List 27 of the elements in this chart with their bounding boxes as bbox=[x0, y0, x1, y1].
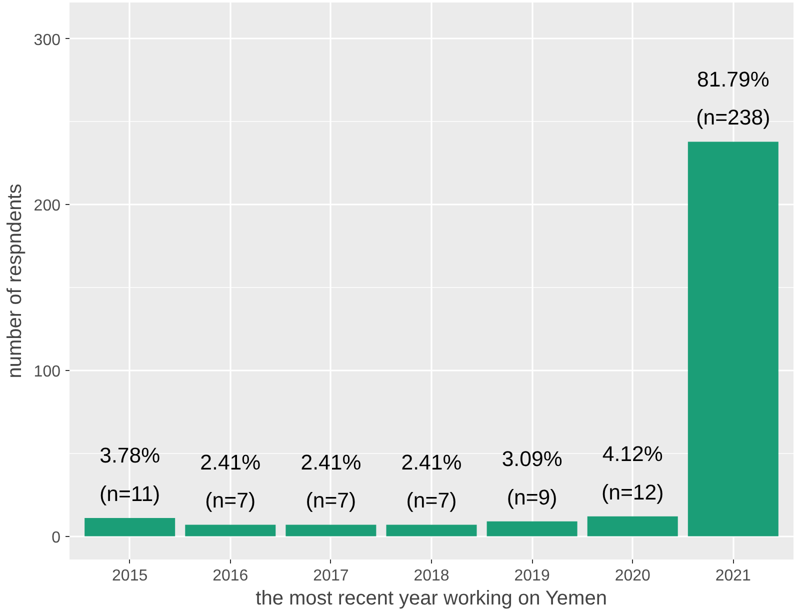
data-label: 2.41% (n=7) bbox=[300, 450, 362, 513]
bar bbox=[587, 516, 678, 536]
x-tick-label: 2015 bbox=[112, 568, 148, 584]
y-tick-label: 300 bbox=[34, 32, 61, 49]
x-tick-label: 2016 bbox=[212, 568, 248, 584]
data-label: 2.41% (n=7) bbox=[200, 450, 261, 513]
bar bbox=[185, 524, 276, 536]
bar bbox=[286, 524, 376, 536]
y-tick-label: 200 bbox=[34, 198, 61, 215]
data-label: 3.09% (n=9) bbox=[502, 446, 562, 510]
bar bbox=[486, 521, 578, 536]
data-label: 2.41% (n=7) bbox=[401, 450, 462, 513]
x-axis-title: the most recent year working on Yemen bbox=[256, 588, 607, 610]
data-label: 81.79% (n=238) bbox=[696, 67, 770, 130]
bar bbox=[386, 524, 477, 536]
data-label: 3.78% (n=11) bbox=[100, 444, 160, 506]
x-tick-label: 2018 bbox=[414, 568, 450, 584]
x-tick-label: 2019 bbox=[514, 568, 550, 584]
x-tick-label: 2017 bbox=[313, 568, 349, 584]
x-tick-label: 2020 bbox=[614, 568, 651, 584]
y-axis-title: number of respndents bbox=[4, 184, 26, 378]
y-tick-label: 100 bbox=[34, 364, 61, 381]
y-tick-label: 0 bbox=[52, 529, 61, 546]
bar bbox=[84, 518, 176, 536]
data-label: 4.12% (n=12) bbox=[601, 442, 664, 504]
x-tick-label: 2021 bbox=[715, 568, 752, 584]
bar bbox=[688, 142, 778, 536]
